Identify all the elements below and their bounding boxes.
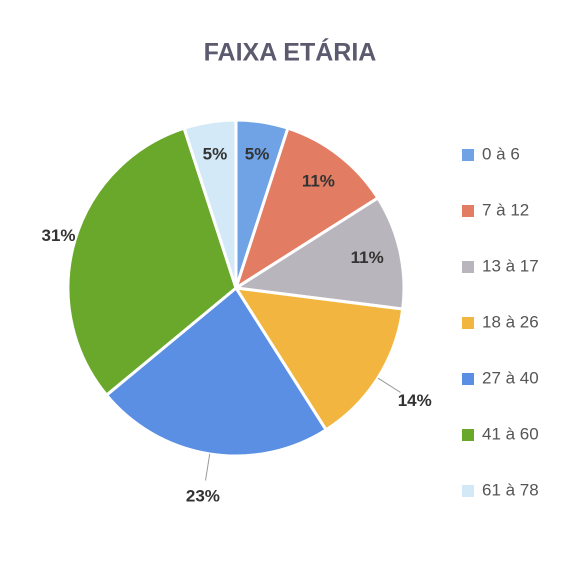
data-label: 11% — [302, 171, 335, 190]
chart-title: FAIXA ETÁRIA — [204, 38, 377, 67]
pie-slice — [233, 126, 380, 292]
legend-swatch — [462, 149, 474, 161]
legend-label: 41 à 60 — [482, 424, 539, 443]
data-label: 5% — [245, 145, 270, 164]
pie-slice — [104, 285, 329, 458]
legend-label: 61 à 78 — [482, 480, 539, 499]
legend-swatch — [462, 373, 474, 385]
data-label: 23% — [186, 487, 220, 506]
legend-swatch — [462, 261, 474, 273]
pie-slice — [182, 118, 238, 289]
legend-label: 7 à 12 — [482, 200, 529, 219]
pie-slice — [231, 195, 406, 311]
data-label: 5% — [203, 145, 228, 164]
legend-label: 18 à 26 — [482, 312, 539, 331]
legend-swatch — [462, 429, 474, 441]
pie-slice — [233, 286, 405, 432]
data-label: 31% — [42, 226, 76, 245]
legend-swatch — [462, 317, 474, 329]
pie-slice — [66, 126, 238, 398]
leader-line — [205, 453, 211, 481]
legend-swatch — [462, 205, 474, 217]
legend-label: 0 à 6 — [482, 144, 520, 163]
leader-line — [377, 377, 401, 393]
data-label: 14% — [398, 391, 432, 410]
legend-label: 13 à 17 — [482, 256, 539, 275]
legend-swatch — [462, 485, 474, 497]
legend-label: 27 à 40 — [482, 368, 539, 387]
data-label: 11% — [351, 248, 384, 267]
